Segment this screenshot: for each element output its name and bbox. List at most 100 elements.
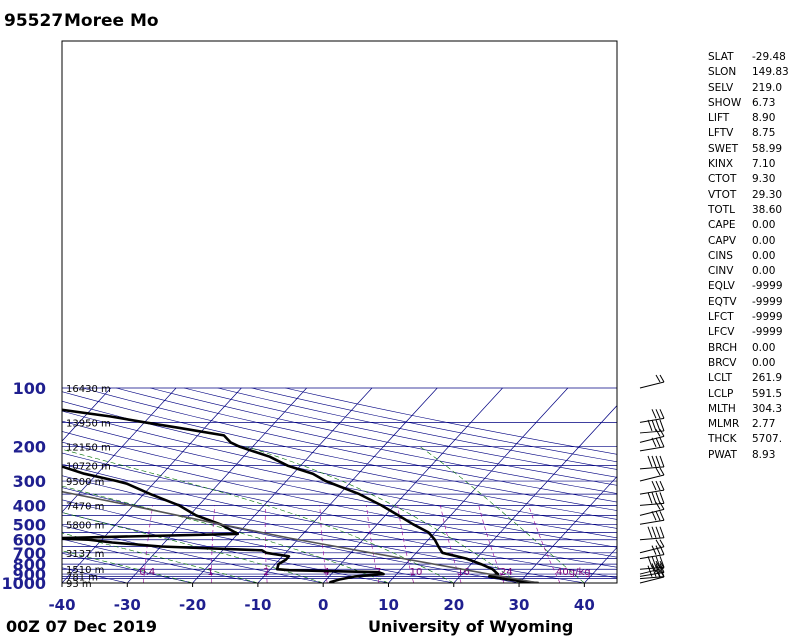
mixing-ratio-line [143, 505, 154, 583]
index-value: 8.75 [752, 127, 776, 140]
index-value: 219.0 [752, 81, 783, 94]
index-row: TOTL 38.60 [708, 203, 798, 218]
temperature-tick-label: -10 [244, 596, 271, 614]
wind-barb-feather [659, 563, 665, 573]
index-row: SWET 58.99 [708, 142, 798, 157]
moist-adiabat-line [62, 448, 454, 583]
wind-barb-feather [659, 467, 665, 476]
index-row: SHOW 6.73 [708, 96, 798, 111]
wind-barb-feather [655, 480, 661, 491]
wind-barb [639, 429, 665, 443]
index-key: SWET [708, 142, 739, 155]
wind-barb [639, 492, 665, 506]
index-key: CINS [708, 249, 733, 262]
isotherm-line [322, 387, 503, 583]
index-key: VTOT [708, 188, 737, 201]
wind-barb-feather [659, 374, 665, 383]
index-key: LIFT [708, 112, 730, 125]
index-value: 7.10 [752, 158, 776, 171]
index-value: 8.90 [752, 112, 776, 125]
index-row: LIFT 8.90 [708, 111, 798, 126]
dry-adiabat-line [62, 391, 617, 511]
wind-barb-feather [647, 556, 653, 568]
wind-barb-feather [655, 545, 661, 555]
plot-background [62, 41, 617, 583]
height-label: 7470 m [66, 501, 104, 512]
wind-barb-feather [655, 409, 661, 419]
index-key: MLMR [708, 418, 740, 431]
sounding-series-line [62, 465, 385, 583]
wind-barb-feather [655, 429, 661, 437]
pressure-tick-label: 600 [13, 531, 46, 550]
wind-barb-feather [655, 539, 661, 548]
wind-barb-feather [659, 565, 665, 577]
wind-barb-staff [639, 466, 665, 470]
index-row: CAPV 0.00 [708, 234, 798, 249]
wind-barb-staff [639, 430, 665, 434]
temperature-axis: -40 -30 -20 -10 0 10 20 30 40 [48, 583, 595, 614]
height-label: 12150 m [66, 443, 111, 454]
isotherm-line [518, 476, 617, 583]
index-key: BRCV [708, 356, 737, 369]
index-value: 38.60 [752, 203, 783, 216]
index-key: SLON [708, 66, 737, 79]
mixing-ratio-line [319, 505, 328, 583]
mixing-ratio-line [528, 505, 561, 583]
temperature-tick-label: 40 [574, 596, 595, 614]
wind-barb-feather [659, 556, 665, 568]
wind-barb-staff [639, 489, 665, 495]
wind-barb [639, 419, 665, 434]
pressure-tick-label: 800 [13, 555, 46, 574]
index-value: 591.5 [752, 387, 783, 400]
wind-barb-feather [655, 526, 661, 538]
index-value: 5707. [752, 433, 783, 446]
pressure-tick-label: 900 [13, 565, 46, 584]
wind-barb-feather [651, 526, 657, 538]
index-key: PWAT [708, 448, 737, 461]
wind-barb-feather [659, 409, 665, 419]
dry-adiabat-line [217, 387, 617, 470]
index-value: 304.3 [752, 402, 783, 415]
index-value: 58.99 [752, 142, 783, 155]
wind-barb-staff [639, 546, 665, 554]
wind-barb-feather [651, 480, 657, 491]
isotherm-line [62, 387, 112, 442]
wind-barb-staff [639, 567, 665, 575]
wind-barb-staff [639, 519, 665, 525]
index-value: -9999 [752, 295, 783, 308]
wind-barb-feather [651, 409, 657, 419]
wind-barb [639, 563, 665, 577]
index-key: LCLT [708, 372, 732, 385]
index-value: -9999 [752, 326, 783, 339]
index-value: -9999 [752, 311, 783, 324]
mixing-ratio-label: 1 [207, 567, 213, 578]
station-id: 95527 [4, 11, 63, 31]
height-label: 781 m [66, 572, 98, 583]
temperature-tick-label: -20 [179, 596, 206, 614]
wind-barb [639, 437, 665, 452]
height-label: 93 m [66, 579, 92, 590]
isotherm-line [584, 546, 617, 583]
index-value: 149.83 [752, 66, 789, 79]
temperature-tick-label: 0 [318, 596, 328, 614]
moist-adiabat-line [419, 446, 585, 583]
wind-barb-feather [655, 556, 661, 568]
wind-barb-feather [655, 560, 661, 569]
index-value: 261.9 [752, 372, 783, 385]
index-row: MLMR 2.77 [708, 417, 798, 432]
mixing-ratio-label: 10 [410, 567, 423, 578]
wind-barb-feather [659, 560, 665, 569]
index-key: CTOT [708, 173, 737, 186]
index-key: SELV [708, 81, 734, 94]
sounding-series-line [62, 490, 539, 583]
mixing-ratio-line [397, 505, 414, 583]
wind-barbs [639, 374, 665, 584]
mixing-ratio-line [211, 505, 215, 583]
index-key: KINX [708, 158, 734, 171]
dry-adiabat-line [62, 431, 617, 548]
wind-barb-feather [659, 502, 665, 510]
pressure-tick-label: 100 [13, 379, 46, 398]
temperature-tick-label: -40 [48, 596, 75, 614]
wind-barb-feather [659, 545, 665, 555]
index-row: CAPE 0.00 [708, 218, 798, 233]
